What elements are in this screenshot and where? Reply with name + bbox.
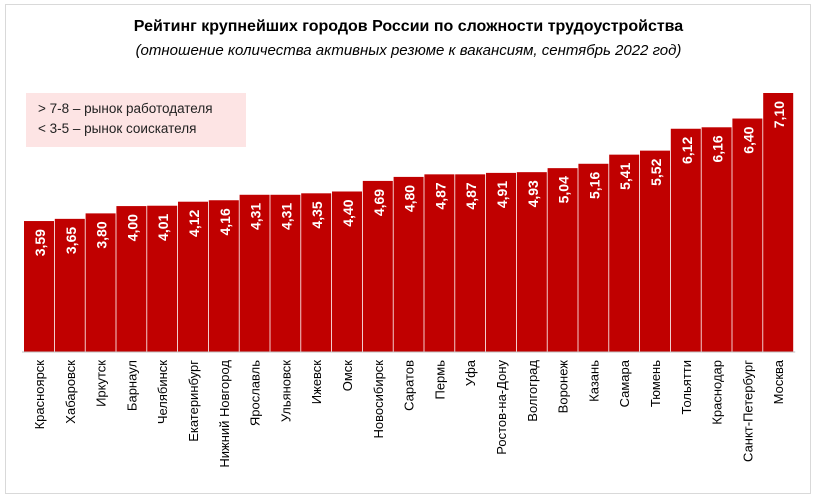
bar xyxy=(116,206,147,352)
data-label: 4,87 xyxy=(432,182,448,209)
data-label: 6,12 xyxy=(679,137,695,164)
bar xyxy=(763,93,794,352)
bar xyxy=(270,194,301,352)
x-tick-label: Пермь xyxy=(432,360,447,400)
x-tick-label: Казань xyxy=(586,360,601,402)
bar xyxy=(85,213,116,352)
bar xyxy=(424,174,455,352)
bar xyxy=(701,127,732,353)
chart-frame xyxy=(5,4,811,494)
bar xyxy=(24,221,54,352)
data-label: 5,52 xyxy=(648,158,664,185)
x-tick-label: Тюмень xyxy=(648,360,663,407)
x-tick-label: Ижевск xyxy=(309,360,324,405)
bar xyxy=(486,172,516,352)
bar xyxy=(332,191,362,352)
data-label: 7,10 xyxy=(771,101,787,128)
x-tick-label: Хабаровск xyxy=(63,360,78,424)
data-label: 4,80 xyxy=(402,185,418,212)
chart-title: Рейтинг крупнейших городов России по сло… xyxy=(133,18,684,35)
x-tick-label: Челябинск xyxy=(155,360,170,424)
bar xyxy=(516,172,547,352)
x-tick-label: Москва xyxy=(771,359,786,404)
data-label: 4,35 xyxy=(309,201,325,228)
bar xyxy=(362,180,393,352)
bar xyxy=(178,201,208,352)
x-tick-label: Новосибирск xyxy=(371,360,386,439)
x-tick-label: Иркутск xyxy=(94,360,109,407)
bar xyxy=(239,194,270,352)
x-tick-label: Волгоград xyxy=(525,360,540,422)
x-tick-label: Ярославль xyxy=(248,360,263,426)
data-label: 5,41 xyxy=(617,162,633,189)
bar xyxy=(578,163,609,352)
data-label: 6,40 xyxy=(740,126,756,153)
data-label: 4,87 xyxy=(463,182,479,209)
data-label: 4,12 xyxy=(186,209,202,236)
x-tick-label: Санкт-Петербург xyxy=(740,360,755,462)
annotation-employer-market: > 7-8 – рынок работодателя xyxy=(38,101,213,116)
data-label: 3,65 xyxy=(63,227,79,254)
annotation-box: > 7-8 – рынок работодателя < 3-5 – рынок… xyxy=(26,93,246,147)
bar xyxy=(301,193,332,352)
x-tick-label: Ростов-на-Дону xyxy=(494,360,509,455)
bar xyxy=(547,168,578,352)
data-label: 4,40 xyxy=(340,199,356,226)
data-label: 4,93 xyxy=(525,180,541,207)
data-label: 4,69 xyxy=(371,189,387,216)
x-tick-label: Нижний Новгород xyxy=(217,360,232,468)
bar xyxy=(54,218,85,352)
data-label: 4,00 xyxy=(124,214,140,241)
x-tick-label: Тольятти xyxy=(679,360,694,414)
data-label: 3,80 xyxy=(94,221,110,248)
data-label: 4,01 xyxy=(155,214,171,241)
data-label: 6,16 xyxy=(710,135,726,162)
data-label: 3,59 xyxy=(32,229,48,256)
bar xyxy=(732,118,763,352)
x-tick-label: Саратов xyxy=(402,360,417,411)
data-label: 4,31 xyxy=(278,203,294,230)
x-tick-label: Воронеж xyxy=(556,360,571,414)
chart-subtitle: (отношение количества активных резюме к … xyxy=(135,42,682,59)
data-label: 4,91 xyxy=(494,181,510,208)
bar xyxy=(609,154,640,352)
bar xyxy=(670,128,701,352)
x-tick-label: Ульяновск xyxy=(278,360,293,422)
bar xyxy=(208,200,239,352)
data-label: 4,31 xyxy=(248,203,264,230)
bar xyxy=(640,150,670,352)
x-tick-label: Омск xyxy=(340,360,355,392)
x-tick-label: Барнаул xyxy=(124,360,139,411)
x-tick-label: Самара xyxy=(617,359,632,407)
annotation-candidate-market: < 3-5 – рынок соискателя xyxy=(38,121,197,136)
x-tick-label: Краснодар xyxy=(710,360,725,425)
data-label: 5,04 xyxy=(556,176,572,203)
x-tick-label: Уфа xyxy=(463,359,478,386)
x-tick-label: Красноярск xyxy=(32,360,47,430)
x-tick-label: Екатеринбург xyxy=(186,360,201,442)
bar xyxy=(147,205,178,352)
data-label: 5,16 xyxy=(586,172,602,199)
bar xyxy=(455,174,486,352)
bar xyxy=(393,176,424,352)
data-label: 4,16 xyxy=(217,208,233,235)
